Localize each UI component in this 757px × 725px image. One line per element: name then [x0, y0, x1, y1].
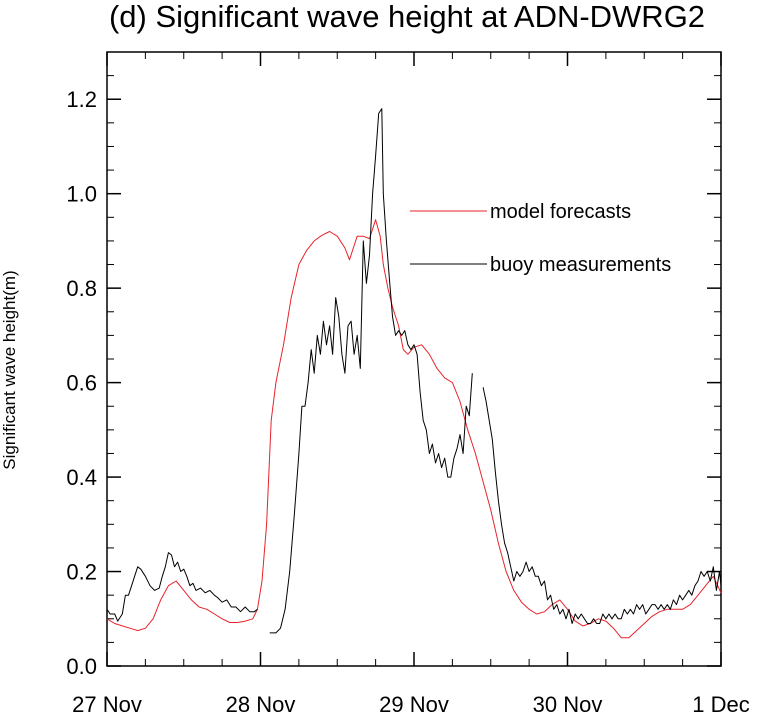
chart-title: (d) Significant wave height at ADN-DWRG2	[109, 0, 705, 34]
x-tick-label: 30 Nov	[533, 692, 603, 717]
y-tick-label: 0.0	[66, 654, 97, 679]
legend: model forecasts buoy measurements	[410, 201, 671, 276]
data-series	[106, 108, 722, 639]
x-tick-label: 1 Dec	[692, 692, 749, 717]
y-tick-label: 1.2	[66, 87, 97, 112]
buoy-measurements-line-segment-3	[482, 387, 722, 624]
y-tick-label: 0.4	[66, 465, 97, 490]
plot-frame	[106, 51, 722, 667]
axis-ticks	[106, 51, 722, 667]
y-tick-label: 0.2	[66, 560, 97, 585]
y-tick-label: 0.8	[66, 276, 97, 301]
legend-label: buoy measurements	[490, 254, 671, 276]
x-tick-label: 28 Nov	[226, 692, 296, 717]
buoy-measurements-line	[106, 552, 258, 622]
buoy-measurements-line-segment-2	[269, 108, 473, 634]
x-tick-label: 27 Nov	[72, 692, 142, 717]
y-tick-label: 0.6	[66, 371, 97, 396]
y-tick-label: 1.0	[66, 182, 97, 207]
x-tick-label: 29 Nov	[379, 692, 449, 717]
legend-label: model forecasts	[490, 201, 631, 223]
y-axis-label: Significant wave height(m)	[0, 270, 19, 469]
axis-tick-labels: 0.0 0.2 0.4 0.6 0.8 1.0 1.2 27 Nov 28 Nov 29 Nov 3…	[66, 87, 749, 717]
model-forecasts-line	[106, 219, 722, 639]
